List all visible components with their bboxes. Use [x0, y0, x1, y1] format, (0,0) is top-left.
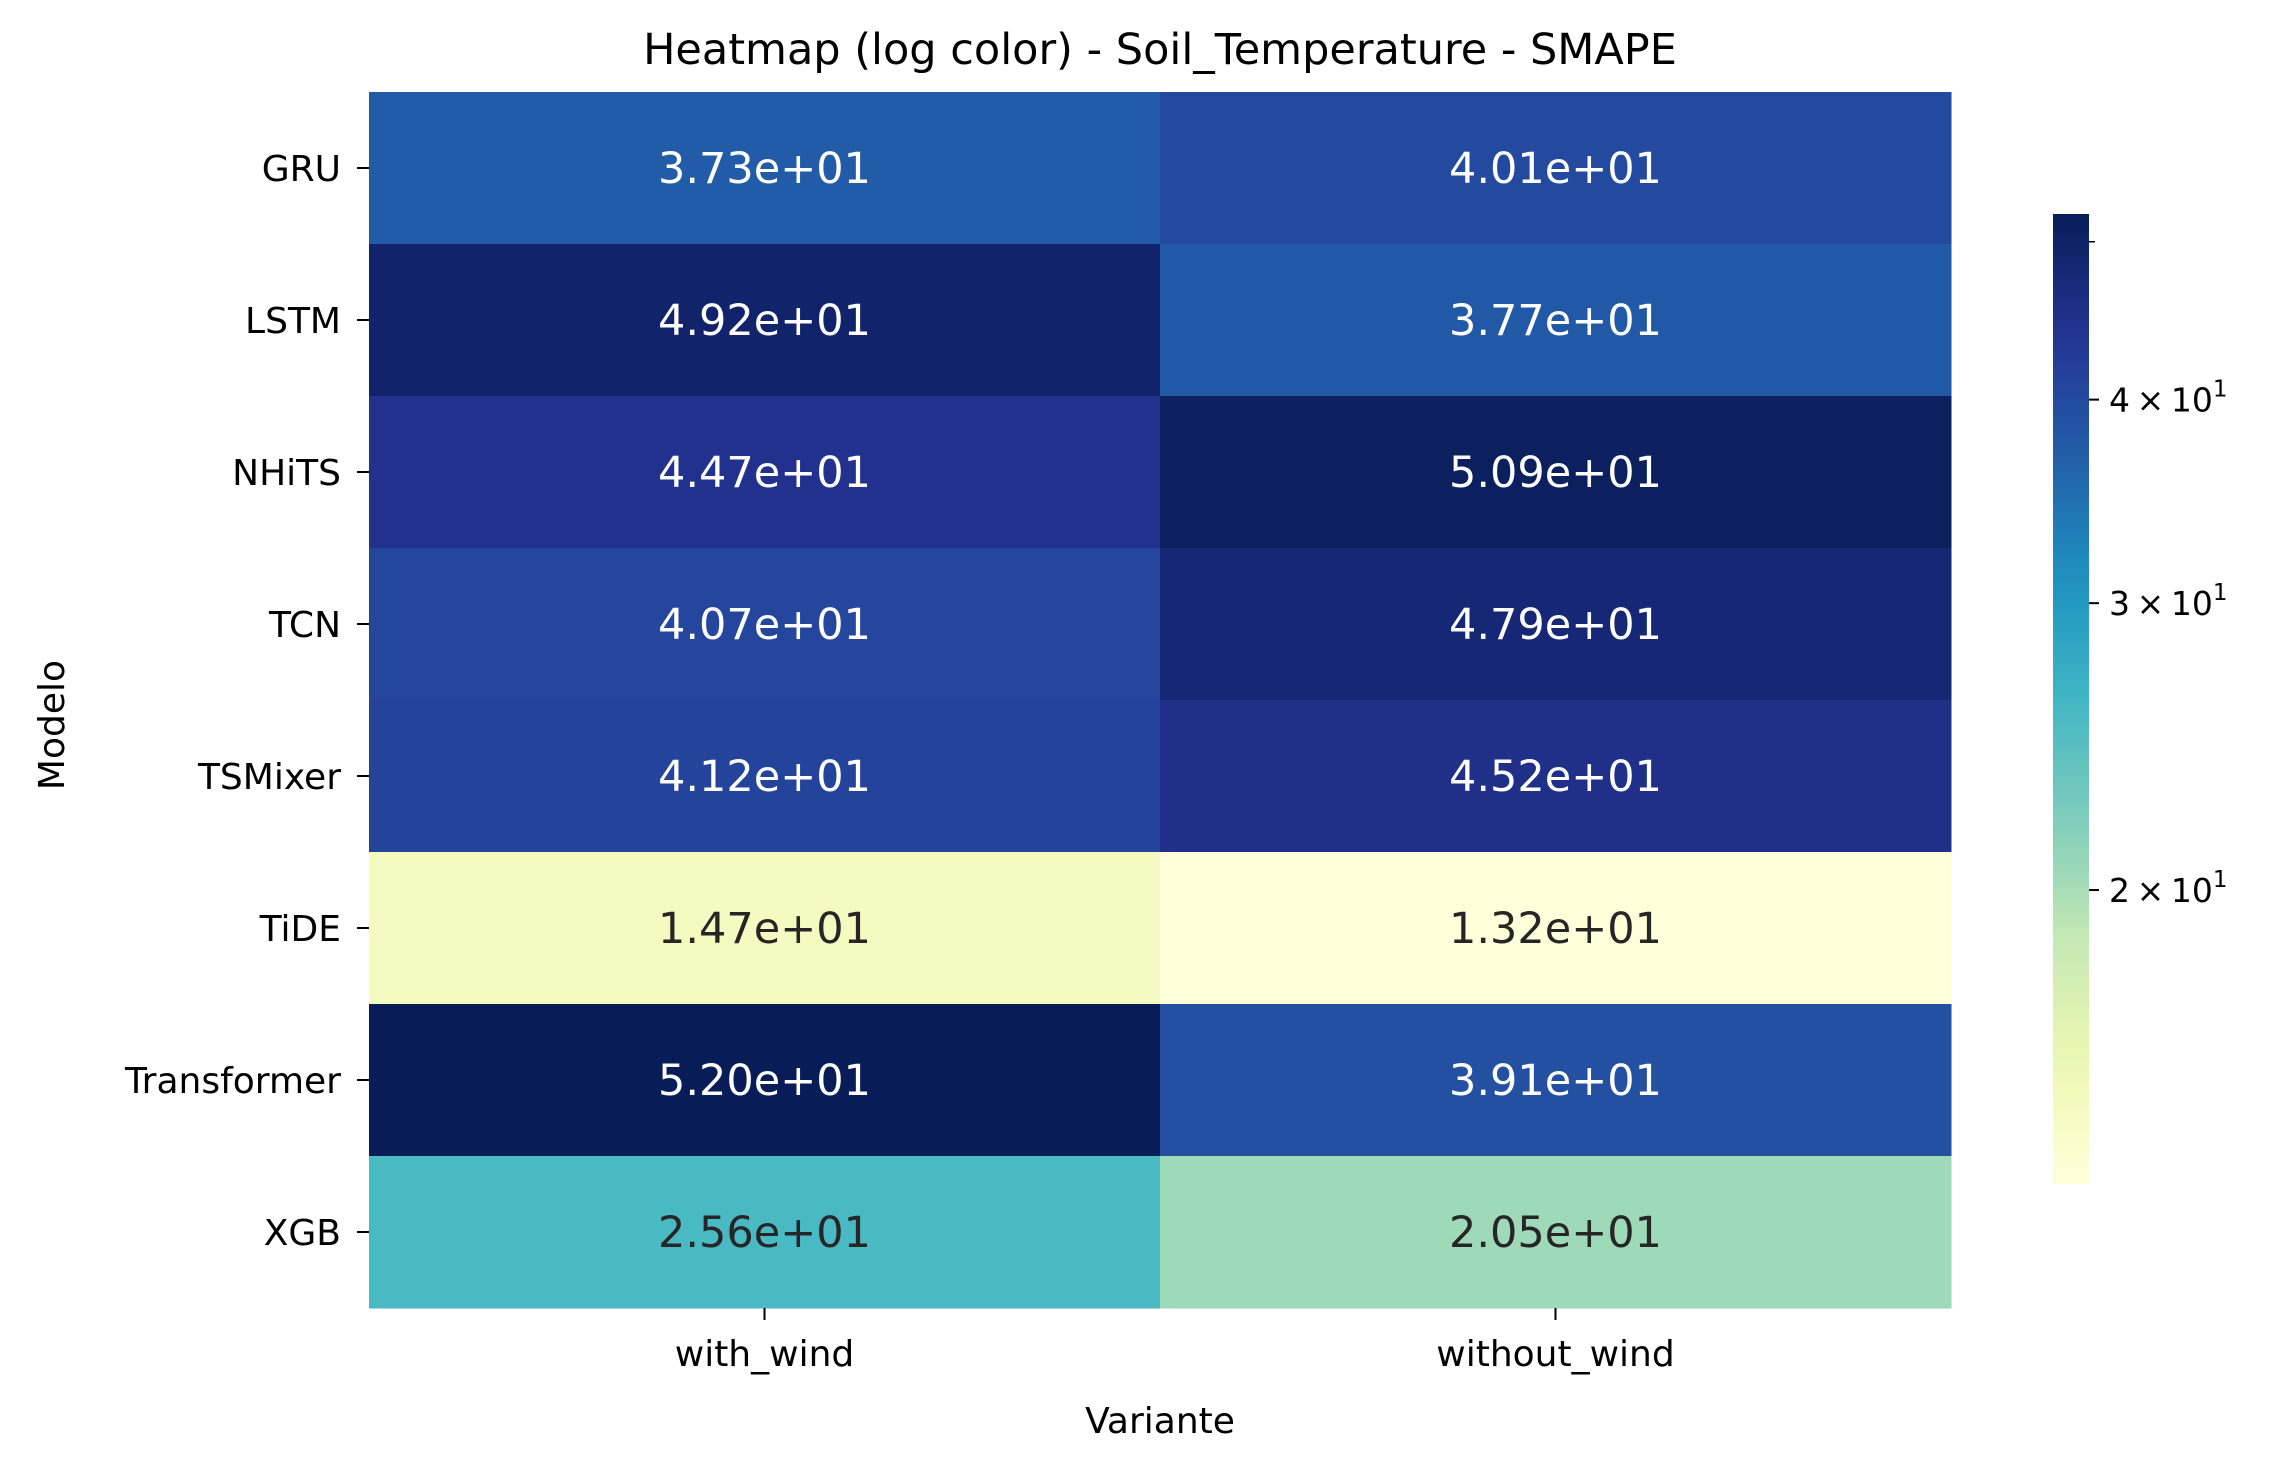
cell-label: 2.05e+01 [1449, 1208, 1662, 1258]
colorbar-tick-label: 3 × 101 [2109, 580, 2227, 623]
heatmap-cell [369, 700, 1161, 853]
y-axis-label: Modelo [32, 660, 73, 790]
cell-label: 3.77e+01 [1449, 296, 1662, 346]
cell-label: 4.52e+01 [1449, 752, 1662, 802]
cell-label: 1.47e+01 [658, 904, 871, 954]
heatmap-cell [1160, 1004, 1952, 1157]
heatmap-cell [1160, 92, 1952, 245]
cell-label: 4.47e+01 [658, 448, 871, 498]
heatmap-cell [1160, 396, 1952, 549]
cell-label: 3.91e+01 [1449, 1056, 1662, 1106]
y-tick-label: Transformer [124, 1061, 341, 1102]
heatmap-cell [1160, 852, 1952, 1005]
y-tick-label: GRU [262, 149, 341, 190]
cell-label: 5.20e+01 [658, 1056, 871, 1106]
heatmap-cell [1160, 548, 1952, 701]
y-tick-label: NHiTS [232, 453, 341, 494]
colorbar-ticks: 2 × 101 3 × 101 4 × 101 [2089, 240, 2227, 910]
y-tick-label: TiDE [259, 909, 341, 950]
colorbar-tick-label: 2 × 101 [2109, 867, 2227, 910]
chart-title: Heatmap (log color) - Soil_Temperature -… [643, 25, 1677, 75]
y-tick-label: TCN [268, 605, 341, 646]
heatmap-cell [369, 548, 1161, 701]
cell-label: 3.73e+01 [658, 144, 871, 194]
cell-label: 4.12e+01 [658, 752, 871, 802]
heatmap-cell [369, 92, 1161, 245]
y-tick-labels: GRU LSTM NHiTS TCN TSMixer TiDE Transformer XGB [124, 149, 369, 1254]
heatmap-cell [369, 244, 1161, 397]
heatmap-cell [1160, 700, 1952, 853]
x-tick-labels: with_wind without_wind [675, 1308, 1675, 1375]
colorbar-tick-label: 4 × 101 [2109, 377, 2227, 420]
colorbar-gradient [2053, 214, 2089, 1184]
cell-label: 4.01e+01 [1449, 144, 1662, 194]
x-tick-label: without_wind [1436, 1334, 1674, 1375]
cell-label: 5.09e+01 [1449, 448, 1662, 498]
cell-label: 4.07e+01 [658, 600, 871, 650]
cell-label: 2.56e+01 [658, 1208, 871, 1258]
heatmap-cell [369, 396, 1161, 549]
cell-label: 1.32e+01 [1449, 904, 1662, 954]
x-tick-label: with_wind [675, 1334, 855, 1375]
heatmap-cell [369, 1156, 1161, 1309]
heatmap-cell [1160, 244, 1952, 397]
heatmap-cell [369, 852, 1161, 1005]
heatmap-cells: 3.73e+01 4.01e+01 4.92e+01 3.77e+01 4.47e+01… [369, 92, 1952, 1309]
heatmap-cell [369, 1004, 1161, 1157]
heatmap-cell [1160, 1156, 1952, 1309]
cell-label: 4.79e+01 [1449, 600, 1662, 650]
y-tick-label: TSMixer [197, 757, 341, 798]
y-tick-label: XGB [264, 1213, 341, 1254]
colorbar: 2 × 101 3 × 101 4 × 101 [2053, 214, 2227, 1184]
y-tick-label: LSTM [245, 301, 341, 342]
x-axis-label: Variante [1085, 1401, 1235, 1442]
cell-label: 4.92e+01 [658, 296, 871, 346]
